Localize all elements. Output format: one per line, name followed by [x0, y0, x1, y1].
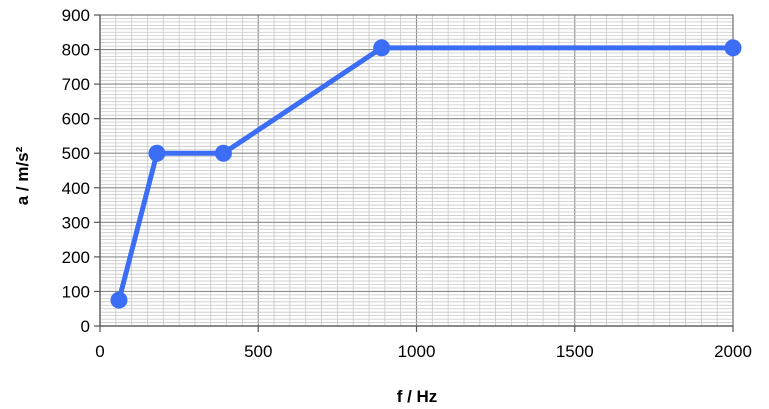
x-tick-label: 2000	[714, 342, 752, 361]
grid	[99, 14, 734, 327]
y-tick-label: 400	[62, 179, 90, 198]
data-point	[110, 291, 128, 309]
y-tick-label: 600	[62, 110, 90, 129]
y-tick-label: 500	[62, 144, 90, 163]
data-point	[148, 144, 166, 162]
data-point	[373, 39, 391, 57]
y-tick-label: 900	[62, 6, 90, 25]
x-tick-label: 1500	[556, 342, 594, 361]
axes	[94, 14, 734, 332]
x-axis-title: f / Hz	[397, 387, 438, 406]
data-point	[724, 39, 742, 57]
y-tick-label: 0	[81, 317, 90, 336]
data-point	[214, 144, 232, 162]
y-tick-label: 100	[62, 282, 90, 301]
x-tick-label: 1000	[398, 342, 436, 361]
tick-labels: 0 500 1000 1500 2000 0 100 200 300 400 500 600 700 80…	[62, 6, 752, 361]
x-tick-label: 500	[244, 342, 272, 361]
y-axis-title: a / m/s²	[13, 146, 32, 205]
y-tick-label: 700	[62, 75, 90, 94]
series	[110, 39, 742, 309]
y-tick-label: 800	[62, 41, 90, 60]
y-tick-label: 200	[62, 248, 90, 267]
x-tick-label: 0	[95, 342, 104, 361]
y-tick-label: 300	[62, 213, 90, 232]
